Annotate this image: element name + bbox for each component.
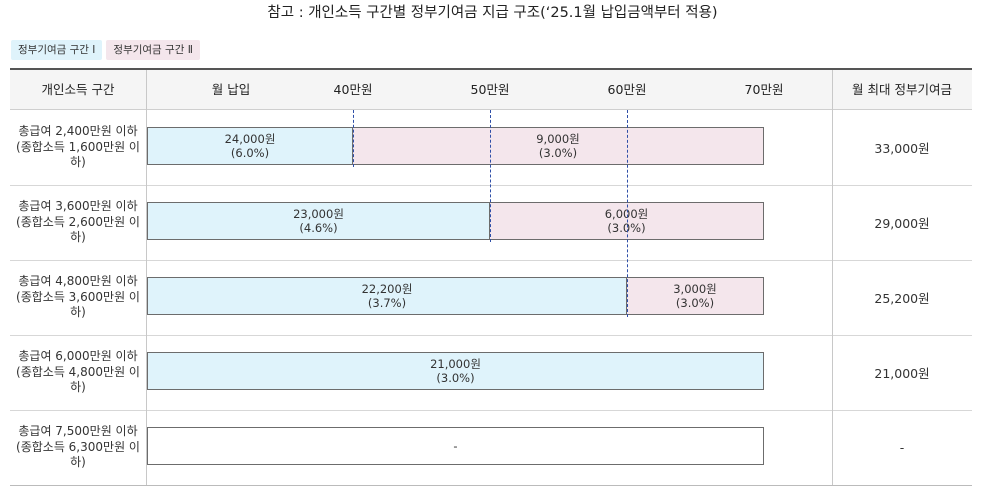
table-row: 총급여 4,800만원 이하 (종합소득 3,600만원 이하) 22,200원…	[10, 260, 972, 336]
tier1-segment: 21,000원 (3.0%)	[147, 352, 764, 390]
legend: 정부기여금 구간 Ⅰ 정부기여금 구간 Ⅱ	[11, 40, 200, 60]
income-band-label: 총급여 2,400만원 이하 (종합소득 1,600만원 이하)	[16, 124, 140, 170]
tier1-rate: (6.0%)	[230, 146, 270, 160]
tier2-segment: 3,000원 (3.0%)	[627, 277, 764, 315]
income-band-label: 총급여 3,600만원 이하 (종합소득 2,600만원 이하)	[16, 199, 140, 245]
table-header: 개인소득 구간 월 납입 40만원 50만원 60만원 70만원 월 최대 정부…	[10, 70, 972, 110]
table-row: 총급여 2,400만원 이하 (종합소득 1,600만원 이하) 24,000원…	[10, 110, 972, 186]
header-monthly-payment: 월 납입	[211, 82, 251, 97]
divider-60	[627, 110, 628, 317]
tier1-segment: 23,000원 (4.6%)	[147, 202, 490, 240]
tier2-amount: 6,000원	[604, 207, 649, 221]
contribution-table: 개인소득 구간 월 납입 40만원 50만원 60만원 70만원 월 최대 정부…	[10, 68, 972, 486]
header-max-contribution: 월 최대 정부기여금	[852, 82, 952, 97]
tier1-amount: 24,000원	[224, 132, 276, 146]
table-row: 총급여 3,600만원 이하 (종합소득 2,600만원 이하) 23,000원…	[10, 185, 972, 261]
column-separator	[146, 70, 147, 485]
income-band-label: 총급여 4,800만원 이하 (종합소득 3,600만원 이하)	[16, 274, 140, 320]
page-title: 참고 : 개인소득 구간별 정부기여금 지급 구조(‘25.1월 납입금액부터 …	[267, 5, 718, 21]
tier2-rate: (3.0%)	[607, 221, 646, 235]
tier1-amount: 21,000원	[430, 357, 481, 371]
max-contribution-value: 33,000원	[874, 141, 930, 156]
header-tick-40: 40만원	[333, 82, 373, 97]
income-band-label: 총급여 7,500만원 이하 (종합소득 6,300만원 이하)	[16, 424, 140, 470]
tier2-amount: 9,000원	[536, 132, 580, 146]
tier2-rate: (3.0%)	[538, 146, 578, 160]
no-contribution-segment: -	[147, 427, 764, 465]
divider-50	[490, 110, 491, 242]
tier1-segment: 24,000원 (6.0%)	[147, 127, 353, 165]
income-band-label: 총급여 6,000만원 이하 (종합소득 4,800만원 이하)	[16, 349, 140, 395]
column-separator	[832, 70, 833, 485]
tier1-rate: (3.0%)	[436, 371, 475, 385]
legend-tier2: 정부기여금 구간 Ⅱ	[106, 40, 200, 60]
header-income-band: 개인소득 구간	[41, 82, 115, 97]
max-contribution-value: 21,000원	[874, 366, 930, 381]
legend-tier1: 정부기여금 구간 Ⅰ	[11, 40, 103, 60]
max-contribution-value: 25,200원	[874, 291, 930, 306]
header-tick-70: 70만원	[744, 82, 784, 97]
tier1-segment: 22,200원 (3.7%)	[147, 277, 627, 315]
tier1-amount: 22,200원	[361, 282, 413, 296]
tier2-amount: 3,000원	[673, 282, 717, 296]
table-row: 총급여 7,500만원 이하 (종합소득 6,300만원 이하) - -	[10, 410, 972, 485]
max-contribution-value: 29,000원	[874, 216, 930, 231]
divider-40	[353, 110, 354, 167]
tier1-rate: (4.6%)	[299, 221, 338, 235]
table-row: 총급여 6,000만원 이하 (종합소득 4,800만원 이하) 21,000원…	[10, 335, 972, 411]
tier2-segment: 9,000원 (3.0%)	[353, 127, 764, 165]
max-contribution-value: -	[899, 440, 905, 455]
tier2-rate: (3.0%)	[675, 296, 715, 310]
tier1-rate: (3.7%)	[367, 296, 407, 310]
tier1-amount: 23,000원	[293, 207, 344, 221]
header-tick-50: 50만원	[470, 82, 510, 97]
header-tick-60: 60만원	[607, 82, 647, 97]
